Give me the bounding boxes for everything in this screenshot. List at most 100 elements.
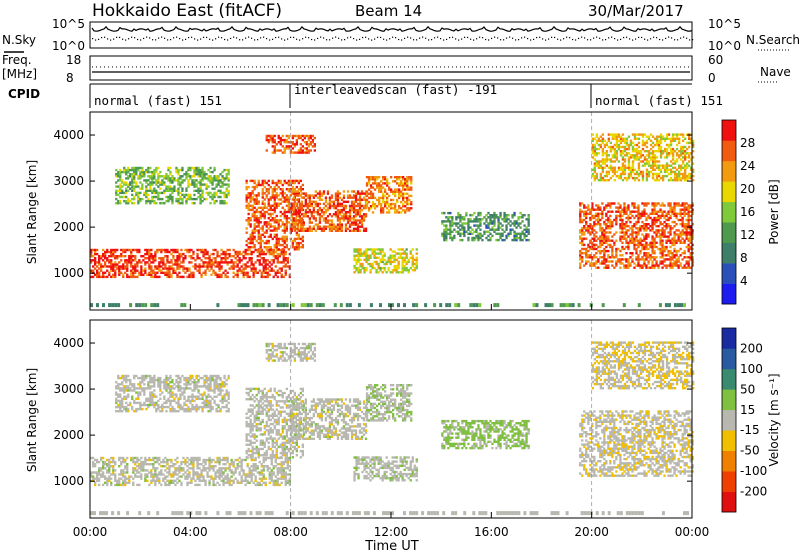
noise-sky-trace [91,25,693,32]
freq-panel [89,55,693,81]
freq-tick-bottom: 8 [66,71,74,85]
cpid-segment-2: interleavedscan (fast) -191 [294,82,497,97]
noise-panel [89,21,693,49]
power-colorbar-band-3 [722,222,736,243]
power-ytick-3: 1000 [53,266,84,280]
noise-left-label: N.Sky [2,33,36,47]
velocity-colorbar-tick-1: 100 [740,362,763,376]
velocity-ytick-1: 3000 [53,382,84,396]
velocity-colorbar-band-0 [722,491,736,513]
x-tick-5: 20:00 [574,525,609,539]
velocity-colorbar-band-3 [722,430,736,451]
freq-label-1: Freq. [2,53,32,67]
velocity-colorbar-band-5 [722,389,736,411]
echo-region-4 [365,176,413,214]
velocity-colorbar-label: Velocity [m s⁻¹] [767,373,781,466]
power-heatmap [90,112,695,310]
x-tick-4: 16:00 [474,525,509,539]
echo-region-9 [353,456,418,482]
velocity-colorbar-tick-6: -100 [740,464,767,478]
nave-tick-bottom: 0 [708,71,716,85]
velocity-heatmap [90,320,695,518]
echo-region-9 [353,248,418,274]
ground-scatter-strip [90,511,689,516]
x-tick-6: 00:00 [675,525,710,539]
echo-region-4 [365,384,413,422]
power-colorbar-tick-1: 24 [740,159,755,173]
power-colorbar-tick-5: 8 [740,251,748,265]
velocity-colorbar-tick-7: -200 [740,485,767,499]
freq-tick-top: 18 [66,53,81,67]
velocity-ytick-3: 1000 [53,474,84,488]
power-colorbar-band-6 [722,160,736,182]
echo-region-6 [441,419,530,450]
power-colorbar-tick-0: 28 [740,136,755,150]
noise-right-tick-bottom: 10^0 [708,39,741,53]
echo-region-0 [90,248,291,279]
power-ytick-1: 3000 [53,174,84,188]
velocity-colorbar-tick-4: -15 [740,423,760,437]
velocity-colorbar-tick-5: -50 [740,444,760,458]
velocity-colorbar-tick-2: 50 [740,382,755,396]
power-colorbar-band-1 [722,263,736,284]
velocity-colorbar-band-6 [722,368,736,390]
date-label: 30/Mar/2017 [588,2,684,20]
freq-label-2: [MHz] [2,67,37,81]
x-tick-3: 12:00 [374,525,409,539]
echo-region-7 [579,202,694,269]
beam-label: Beam 14 [355,2,422,20]
power-colorbar-band-5 [722,181,736,203]
power-colorbar-band-4 [722,201,736,223]
x-tick-1: 04:00 [173,525,208,539]
velocity-colorbar-band-4 [722,409,736,431]
echo-region-0 [90,456,291,487]
power-colorbar: 28 24 20 16 12 8 4 [721,119,755,305]
x-tick-2: 08:00 [273,525,308,539]
echo-region-8 [591,341,695,390]
velocity-colorbar-tick-0: 200 [740,341,763,355]
power-colorbar-label: Power [dB] [767,179,781,244]
power-yticks: 4000 3000 2000 1000 [53,128,692,280]
time-axis: 00:00 04:00 08:00 12:00 16:00 20:00 00:00 [73,304,710,539]
velocity-colorbar-band-2 [722,450,736,472]
noise-left-tick-bottom: 10^0 [52,39,85,53]
cpid-segment-3: normal (fast) 151 [595,93,723,108]
echo-region-2 [265,342,316,362]
noise-traces [91,25,694,41]
noise-right-label: N.Search [746,33,800,47]
nave-tick-top: 60 [708,53,723,67]
x-axis-label: Time UT [364,539,418,554]
noise-left-tick-top: 10^5 [52,17,85,31]
velocity-ylabel: Slant Range [km] [25,368,39,472]
power-ylabel: Slant Range [km] [25,160,39,264]
noise-right-tick-top: 10^5 [708,17,741,31]
velocity-yticks: 4000 3000 2000 1000 [53,336,692,488]
echo-region-3 [290,190,368,232]
power-colorbar-tick-2: 20 [740,182,755,196]
echo-region-3 [290,398,368,440]
ground-scatter-strip [90,303,686,308]
echo-region-5 [115,166,230,205]
power-colorbar-tick-3: 16 [740,205,755,219]
velocity-colorbar-band-1 [722,471,736,492]
power-ytick-0: 4000 [53,128,84,142]
noise-search-trace [92,36,694,41]
velocity-colorbar-band-8 [722,328,736,349]
power-colorbar-band-0 [722,283,736,305]
power-colorbar-tick-4: 12 [740,228,755,242]
power-colorbar-band-8 [722,120,736,141]
power-colorbar-band-2 [722,242,736,264]
velocity-colorbar-band-7 [722,348,736,370]
echo-region-8 [591,133,695,182]
power-ytick-2: 2000 [53,220,84,234]
power-colorbar-tick-6: 4 [740,274,748,288]
velocity-colorbar-tick-3: 15 [740,403,755,417]
echo-region-5 [115,374,230,413]
echo-region-6 [441,211,530,242]
echo-region-7 [579,410,694,477]
x-tick-0: 00:00 [73,525,108,539]
power-colorbar-band-7 [722,140,736,162]
cpid-label: CPID [8,87,40,101]
cpid-segment-1: normal (fast) 151 [94,93,222,108]
